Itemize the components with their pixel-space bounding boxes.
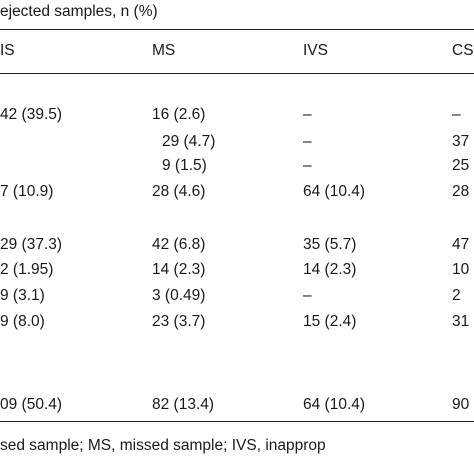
table-cell: 90 — [452, 396, 470, 413]
column-header: IVS — [303, 42, 328, 59]
column-header: MS — [152, 42, 176, 59]
table-cell: – — [303, 287, 312, 304]
rule — [0, 73, 474, 74]
table-cell: 35 (5.7) — [303, 236, 357, 253]
table-cell: 82 (13.4) — [152, 396, 215, 413]
table-cell: 14 (2.3) — [152, 261, 206, 278]
table-cell: 37 — [452, 133, 470, 150]
table-cell: 9 (1.5) — [162, 157, 207, 174]
table-cell: 15 (2.4) — [303, 313, 357, 330]
table-cell: 28 — [452, 183, 470, 200]
table-cell: 42 (6.8) — [152, 236, 206, 253]
table-cell: 9 (3.1) — [0, 287, 45, 304]
table-cell: 7 (10.9) — [0, 183, 54, 200]
column-header: CS — [452, 42, 474, 59]
table-cell: 2 (1.95) — [0, 261, 54, 278]
table-cell: – — [303, 106, 312, 123]
table-cell: – — [452, 106, 461, 123]
rule — [0, 29, 474, 30]
table-cell: 09 (50.4) — [0, 396, 63, 413]
table-cell: 42 (39.5) — [0, 106, 63, 123]
table-cell: 23 (3.7) — [152, 313, 206, 330]
footnote: sed sample; MS, missed sample; IVS, inap… — [0, 437, 326, 454]
table-caption: ejected samples, n (%) — [0, 3, 158, 20]
table-cell: 64 (10.4) — [303, 183, 366, 200]
table-cell: 3 (0.49) — [152, 287, 206, 304]
table-cell: 29 (37.3) — [0, 236, 63, 253]
table-cell: 28 (4.6) — [152, 183, 206, 200]
table-cell: 31 — [452, 313, 470, 330]
table-cell: 25 — [452, 157, 470, 174]
column-header: IS — [0, 42, 15, 59]
table-cell: 14 (2.3) — [303, 261, 357, 278]
table-cell: 29 (4.7) — [162, 133, 216, 150]
rule — [0, 421, 474, 422]
table-cell: 16 (2.6) — [152, 106, 206, 123]
table-cell: – — [303, 133, 312, 150]
table-cell: 9 (8.0) — [0, 313, 45, 330]
table-cell: 10 — [452, 261, 470, 278]
table-cell: – — [303, 157, 312, 174]
table-cell: 2 — [452, 287, 461, 304]
table-cell: 47 — [452, 236, 470, 253]
table-cell: 64 (10.4) — [303, 396, 366, 413]
